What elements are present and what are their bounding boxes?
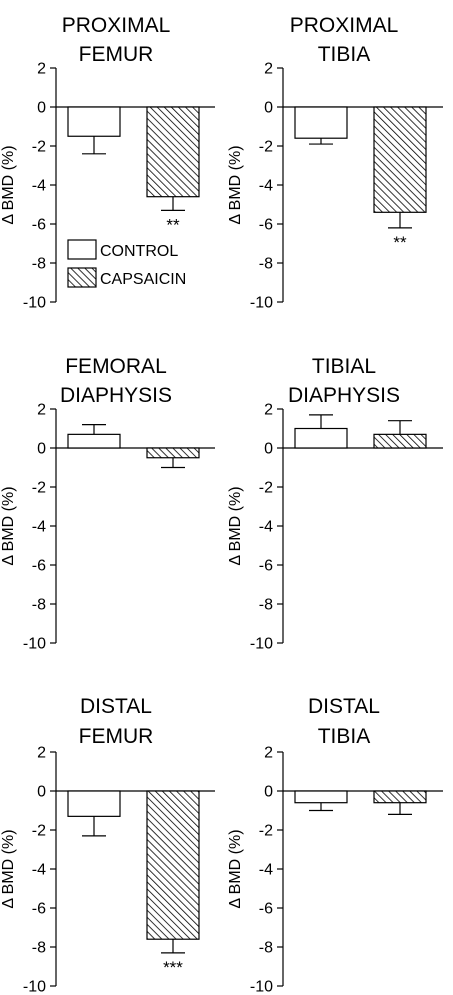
y-tick-label: 0: [264, 100, 273, 117]
y-tick-label: 0: [37, 100, 46, 117]
y-tick-label: 0: [264, 784, 273, 801]
y-tick-label: -10: [250, 979, 273, 995]
significance-marker: ***: [163, 958, 183, 977]
y-tick-label: -6: [32, 217, 46, 234]
y-tick-label: -6: [259, 901, 273, 918]
y-tick-label: -4: [32, 178, 46, 195]
y-axis-label: Δ BMD (%): [0, 486, 17, 565]
y-tick-label: -8: [259, 256, 273, 273]
chart-title: TIBIA: [318, 43, 371, 66]
y-tick-label: -4: [259, 519, 273, 536]
y-tick-label: -8: [32, 940, 46, 957]
y-tick-label: -4: [259, 178, 273, 195]
chart-title: DIAPHYSIS: [60, 384, 172, 407]
y-tick-label: 2: [37, 745, 46, 762]
bar-capsaicin: [146, 106, 200, 198]
y-tick-label: 2: [37, 402, 46, 419]
y-tick-label: -10: [250, 295, 273, 312]
chart-title: TIBIAL: [312, 355, 376, 378]
y-tick-label: 0: [264, 441, 273, 458]
y-tick-label: -6: [32, 558, 46, 575]
y-tick-label: -4: [32, 862, 46, 879]
bar-control: [67, 433, 121, 449]
chart-title: FEMUR: [79, 43, 154, 66]
significance-marker: **: [166, 215, 180, 234]
y-tick-label: -2: [32, 480, 46, 497]
bar-capsaicin: [373, 106, 427, 213]
chart-title: FEMORAL: [65, 355, 167, 378]
chart-title: DIAPHYSIS: [288, 384, 400, 407]
bar-control: [294, 427, 348, 449]
y-tick-label: -2: [32, 139, 46, 156]
chart-panel: FEMORAL DIAPHYSIS 2 0 -2 -4 -6 -8 -10 Δ BMD (%): [0, 355, 215, 653]
y-axis-label: Δ BMD (%): [227, 486, 244, 565]
y-tick-label: -10: [23, 979, 46, 995]
y-tick-label: -6: [32, 901, 46, 918]
bar-control: [67, 106, 121, 137]
y-tick-label: -2: [32, 823, 46, 840]
chart-title: TIBIA: [318, 725, 371, 748]
legend-label-control: CONTROL: [100, 243, 178, 260]
y-tick-label: 2: [264, 402, 273, 419]
chart-title: PROXIMAL: [62, 14, 171, 37]
bar-control: [294, 790, 348, 804]
chart-panel: DISTAL FEMUR 2 0 -2 -4 -6 -8 -10 Δ BMD (%) ***: [0, 695, 215, 995]
y-tick-label: -10: [250, 636, 273, 653]
chart-panel: DISTAL TIBIA 2 0 -2 -4 -6 -8 -10 Δ BMD (%): [227, 695, 443, 995]
chart-panel: PROXIMAL FEMUR 2 0 -2 -4 -6 -8 -10 Δ BMD (%) ** CON…: [0, 14, 215, 312]
y-tick-label: 2: [264, 745, 273, 762]
y-tick-label: -10: [23, 295, 46, 312]
chart-title: DISTAL: [80, 695, 152, 718]
y-tick-label: -2: [259, 139, 273, 156]
legend-swatch-control: [67, 239, 97, 260]
y-tick-label: -10: [23, 636, 46, 653]
legend-label-capsaicin: CAPSAICIN: [100, 271, 186, 288]
bar-capsaicin: [146, 790, 200, 940]
y-tick-label: -8: [32, 256, 46, 273]
y-axis-label: Δ BMD (%): [0, 145, 17, 224]
significance-marker: **: [393, 233, 407, 252]
bar-capsaicin: [146, 447, 200, 459]
y-axis-label: Δ BMD (%): [227, 829, 244, 908]
y-tick-label: -8: [259, 940, 273, 957]
y-axis-label: Δ BMD (%): [227, 145, 244, 224]
chart-panel: TIBIAL DIAPHYSIS 2 0 -2 -4 -6 -8 -10 Δ BMD (%): [227, 355, 443, 653]
bar-capsaicin: [373, 433, 427, 449]
y-tick-label: -8: [32, 597, 46, 614]
y-tick-label: -6: [259, 217, 273, 234]
legend-swatch-capsaicin: [67, 267, 97, 288]
bar-control: [294, 106, 348, 139]
chart-title: PROXIMAL: [290, 14, 399, 37]
y-tick-label: -2: [259, 823, 273, 840]
y-tick-label: -4: [259, 862, 273, 879]
y-tick-label: -8: [259, 597, 273, 614]
y-tick-label: 0: [37, 784, 46, 801]
chart-panel: PROXIMAL TIBIA 2 0 -2 -4 -6 -8 -10 Δ BMD (%) **: [227, 14, 443, 312]
y-tick-label: 2: [37, 61, 46, 78]
y-tick-label: -6: [259, 558, 273, 575]
y-tick-label: 0: [37, 441, 46, 458]
bar-capsaicin: [373, 790, 427, 804]
y-tick-label: -2: [259, 480, 273, 497]
y-tick-label: 2: [264, 61, 273, 78]
chart-title: FEMUR: [79, 725, 154, 748]
y-tick-label: -4: [32, 519, 46, 536]
chart-title: DISTAL: [308, 695, 380, 718]
bar-control: [67, 790, 121, 817]
y-axis-label: Δ BMD (%): [0, 829, 17, 908]
